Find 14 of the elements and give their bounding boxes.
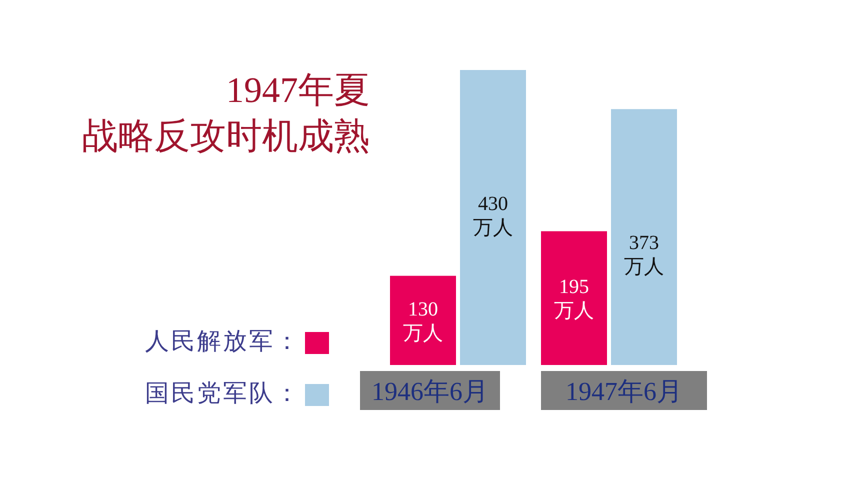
data-label: 195 万人 (554, 276, 594, 322)
bar (611, 109, 677, 365)
x-tick-label: 1947年6月 (566, 377, 682, 406)
chart-title: 1947年夏 (226, 70, 370, 110)
x-tick-label: 1946年6月 (372, 377, 488, 406)
bar (460, 70, 526, 365)
bar (541, 231, 607, 365)
data-label: 373 万人 (624, 232, 664, 278)
legend-label: 国民党军队： (145, 381, 301, 407)
data-label: 130 万人 (403, 298, 443, 344)
data-label: 430 万人 (473, 193, 513, 239)
text: 战略反攻时机成熟 (82, 116, 370, 156)
bar (390, 276, 456, 365)
legend-label: 人民解放军： (145, 329, 301, 355)
